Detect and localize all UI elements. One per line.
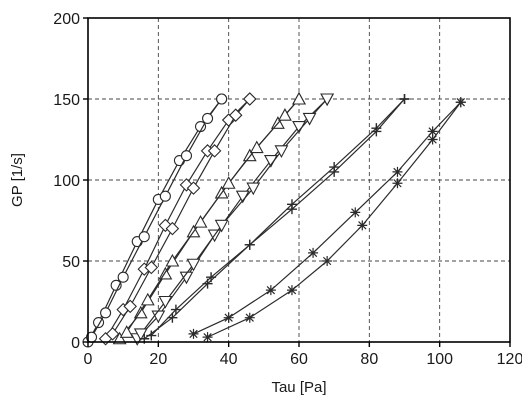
data-point-plus	[286, 204, 297, 215]
series-layer	[82, 91, 466, 348]
data-point-plus	[206, 272, 217, 283]
data-point-plus	[244, 239, 255, 250]
series-1-down-curve	[90, 98, 223, 338]
data-point-triangle-up	[249, 140, 264, 154]
series-4	[130, 93, 335, 346]
data-point-circle	[159, 190, 171, 202]
data-point-star	[322, 256, 333, 266]
series-2	[98, 92, 257, 346]
series-6-down-curve	[207, 101, 462, 338]
data-point-star	[392, 166, 403, 177]
series-6-up-curve	[193, 101, 462, 335]
data-point-circle	[202, 112, 214, 124]
y-tick-label: 150	[53, 92, 80, 109]
data-point-star	[265, 285, 276, 296]
data-point-diamond	[207, 144, 222, 158]
series-5-down-curve	[150, 98, 405, 336]
data-point-triangle-up	[140, 292, 155, 306]
data-point-triangle-down	[186, 258, 201, 272]
series-2-down-curve	[112, 98, 251, 335]
data-point-star	[223, 312, 234, 323]
grid-layer	[88, 18, 510, 342]
data-point-triangle-up	[242, 148, 257, 162]
data-point-triangle-up	[193, 214, 208, 228]
series-5-up-curve	[143, 98, 405, 340]
data-point-diamond	[123, 299, 137, 314]
data-point-triangle-up	[158, 266, 173, 280]
data-point-triangle-down	[274, 145, 289, 158]
data-point-star	[427, 126, 438, 137]
data-point-diamond	[186, 181, 201, 195]
series-5	[139, 94, 410, 344]
data-point-circle	[180, 150, 193, 162]
data-point-triangle-down	[246, 182, 261, 196]
data-point-diamond	[228, 108, 243, 122]
data-point-star	[392, 178, 403, 189]
x-tick-label: 60	[290, 351, 308, 368]
data-point-star	[188, 328, 199, 339]
x-tick-label: 40	[220, 351, 238, 368]
x-axis-title: Tau [Pa]	[271, 379, 326, 396]
data-point-plus	[329, 166, 340, 177]
y-tick-label: 0	[71, 335, 80, 352]
y-axis-title: GP [1/s]	[9, 153, 26, 207]
series-4-down-curve	[140, 98, 328, 335]
data-point-plus	[371, 126, 382, 137]
data-point-triangle-up	[278, 108, 292, 121]
data-point-circle	[138, 231, 150, 243]
data-point-star	[244, 312, 255, 323]
x-tick-label: 0	[84, 351, 93, 368]
y-tick-label: 200	[53, 11, 80, 28]
data-point-star	[455, 97, 466, 108]
data-point-plus	[399, 94, 410, 104]
y-tick-label: 50	[62, 254, 80, 271]
data-point-diamond	[105, 327, 120, 341]
data-point-star	[202, 332, 213, 343]
x-tick-label: 20	[149, 351, 167, 368]
data-point-diamond	[242, 92, 257, 106]
data-point-triangle-up	[221, 176, 236, 189]
data-point-plus	[146, 330, 157, 341]
data-point-plus	[167, 312, 178, 323]
data-point-circle	[117, 271, 129, 283]
data-point-triangle-down	[214, 219, 229, 233]
series-2-up-curve	[105, 98, 251, 340]
data-point-triangle-up	[119, 325, 134, 338]
data-point-triangle-down	[320, 93, 335, 107]
series-4-up-curve	[136, 98, 328, 340]
data-point-star	[286, 285, 297, 296]
series-6	[188, 97, 466, 343]
data-point-diamond	[165, 221, 180, 236]
data-point-circle	[100, 307, 112, 319]
data-point-star	[308, 247, 319, 258]
data-point-triangle-up	[112, 331, 127, 345]
data-point-diamond	[144, 260, 159, 275]
data-point-star	[350, 207, 361, 218]
data-point-triangle-up	[165, 253, 180, 267]
x-tick-label: 100	[426, 351, 453, 368]
data-point-triangle-down	[302, 112, 317, 126]
x-tick-label: 80	[360, 351, 378, 368]
data-point-triangle-down	[158, 295, 173, 309]
y-tick-label: 100	[53, 173, 80, 190]
data-point-triangle-up	[292, 91, 306, 105]
series-3	[112, 91, 306, 345]
data-point-circle	[216, 93, 228, 105]
data-point-star	[427, 134, 438, 145]
x-tick-label: 120	[497, 351, 522, 368]
data-point-plus	[170, 304, 181, 315]
data-point-star	[357, 220, 368, 231]
series-1	[82, 93, 228, 348]
tick-layer: 0 20 40 60 80 100 120 0 50 100 150 200	[53, 11, 522, 368]
series-3-down-curve	[126, 98, 300, 333]
